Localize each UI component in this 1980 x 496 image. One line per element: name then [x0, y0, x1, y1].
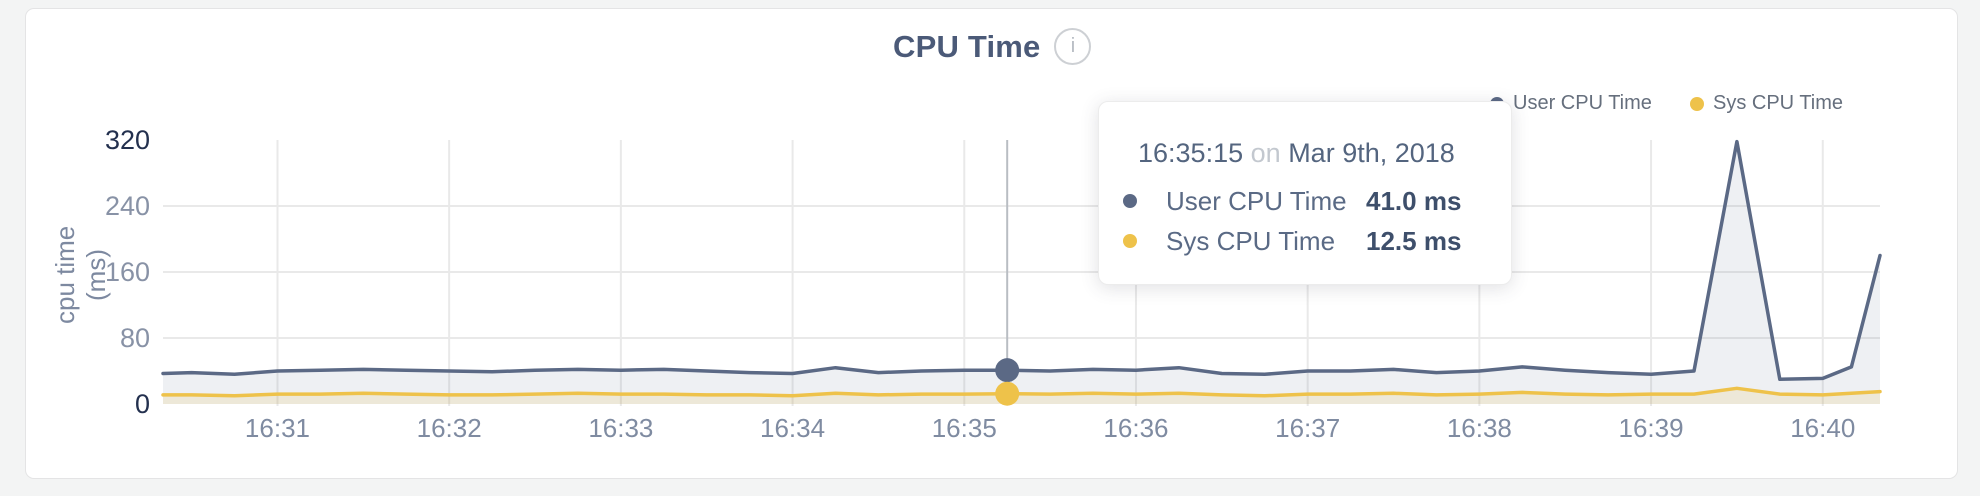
x-tick-label: 16:39 — [1619, 413, 1684, 443]
tooltip-user-value: 41.0 ms — [1366, 185, 1462, 216]
y-tick-label: 320 — [105, 125, 150, 155]
y-tick-label: 160 — [105, 257, 150, 287]
tooltip-date: Mar 9th, 2018 — [1288, 138, 1455, 168]
area-user — [163, 141, 1880, 404]
x-axis-ticks: 16:31 16:32 16:33 16:34 16:35 16:36 16:37 16:38… — [245, 413, 1855, 443]
chart-card — [25, 8, 1958, 479]
line-user — [161, 139, 1882, 382]
tooltip-user-dot-icon — [1123, 194, 1137, 208]
y-axis-ticks: 0 80 160 240 320 — [105, 125, 150, 419]
x-tick-label: 16:33 — [588, 413, 653, 443]
legend-sys-label: Sys CPU Time — [1713, 92, 1844, 114]
x-tick-label: 16:40 — [1790, 413, 1855, 443]
tooltip-sys-value: 12.5 ms — [1366, 225, 1462, 256]
tooltip-user-label: User CPU Time — [1166, 185, 1347, 216]
x-tick-label: 16:32 — [417, 413, 482, 443]
hover-dot-user — [995, 358, 1020, 383]
tooltip: 16:35:15 on Mar 9th, 2018 User CPU Time … — [1098, 101, 1512, 285]
y-tick-label: 0 — [135, 389, 150, 419]
series-lines — [161, 139, 1882, 398]
legend-sys-dot-icon — [1690, 96, 1704, 111]
x-tick-label: 16:35 — [932, 413, 997, 443]
chart-header: CPU Time i — [893, 28, 1092, 65]
x-tick-label: 16:36 — [1103, 413, 1168, 443]
legend-item-user[interactable]: User CPU Time — [1490, 92, 1652, 115]
chart-title: CPU Time — [893, 28, 1041, 64]
tooltip-sys-label: Sys CPU Time — [1166, 225, 1336, 256]
tooltip-header: 16:35:15 on Mar 9th, 2018 — [1138, 138, 1511, 169]
tooltip-conjunction: on — [1250, 138, 1281, 168]
y-tick-label: 240 — [105, 191, 150, 221]
gridlines — [163, 140, 1880, 406]
x-tick-label: 16:38 — [1447, 413, 1512, 443]
hover-dot-sys — [995, 381, 1020, 406]
tooltip-row-user: User CPU Time 41.0 ms — [1123, 181, 1511, 221]
legend-user-label: User CPU Time — [1513, 92, 1652, 114]
series-areas — [163, 141, 1880, 404]
info-icon[interactable]: i — [1054, 28, 1092, 65]
tooltip-row-sys: Sys CPU Time 12.5 ms — [1123, 221, 1511, 261]
y-tick-label: 80 — [120, 323, 150, 353]
line-sys — [161, 386, 1882, 398]
y-axis-title: cpu time (ms) — [50, 225, 111, 325]
tooltip-sys-dot-icon — [1123, 234, 1137, 248]
tooltip-time: 16:35:15 — [1138, 138, 1244, 168]
tooltip-rows: User CPU Time 41.0 ms Sys CPU Time 12.5 … — [1123, 181, 1511, 261]
hover-marker — [995, 140, 1020, 406]
x-tick-label: 16:34 — [760, 413, 825, 443]
area-sys — [163, 388, 1880, 404]
legend-item-sys[interactable]: Sys CPU Time — [1690, 92, 1843, 115]
x-tick-label: 16:31 — [245, 413, 310, 443]
x-tick-label: 16:37 — [1275, 413, 1340, 443]
